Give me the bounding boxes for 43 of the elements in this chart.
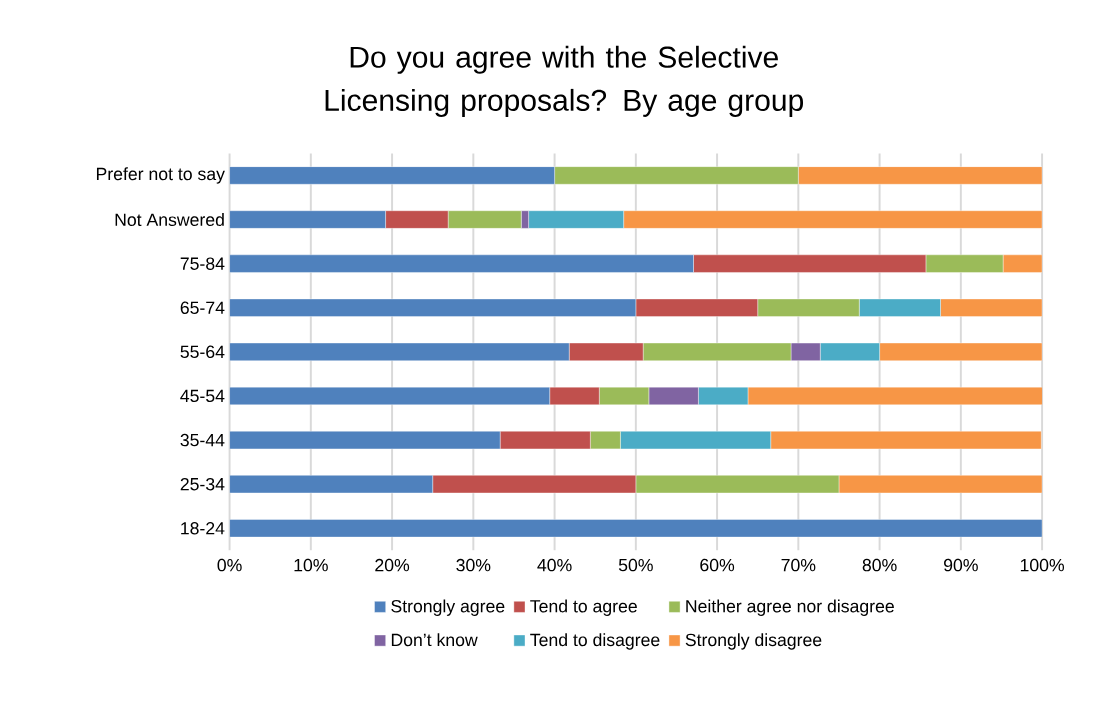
x-tick-label: 40% xyxy=(537,559,572,572)
x-tick-label: 90% xyxy=(944,559,978,572)
y-tick-label: 18-24 xyxy=(181,522,225,535)
bar xyxy=(770,431,1042,450)
x-tick-label: 20% xyxy=(375,559,410,572)
y-tick-label: 75-84 xyxy=(180,257,225,271)
y-tick-label: 45-54 xyxy=(180,389,225,403)
bar xyxy=(229,387,550,406)
bar xyxy=(879,342,1043,362)
bar xyxy=(838,475,1043,494)
x-tick-label: 80% xyxy=(862,559,897,572)
bar xyxy=(1002,254,1043,273)
legend-label: Don’t know xyxy=(391,633,478,647)
legend-label: Neither agree nor disagree xyxy=(686,599,894,617)
x-tick-label: 60% xyxy=(700,559,735,572)
legend-label: Strongly agree xyxy=(391,599,505,617)
bar xyxy=(747,387,1043,406)
legend-label: Strongly disagree xyxy=(685,633,822,650)
x-tick-label: 100% xyxy=(1020,559,1065,572)
bar xyxy=(229,519,1043,538)
bar xyxy=(229,431,501,450)
bar xyxy=(623,210,1043,229)
chart-title: Do you agree with the Selective Licensing proposals? By age group xyxy=(325,45,804,118)
y-tick-label: Not Answered xyxy=(115,213,224,227)
x-tick-label: 50% xyxy=(618,559,653,572)
bar xyxy=(229,254,694,273)
bar xyxy=(229,475,433,494)
x-tick-label: 30% xyxy=(456,559,491,572)
legend-label: Tend to disagree xyxy=(530,633,660,650)
y-tick-label: Prefer not to say xyxy=(96,167,225,184)
bar xyxy=(229,342,570,362)
x-tick-label: 10% xyxy=(294,559,328,572)
bar xyxy=(229,210,386,229)
y-tick-label: 25-34 xyxy=(180,478,225,491)
bar xyxy=(229,298,637,317)
x-tick-label: 0% xyxy=(217,559,242,572)
bar xyxy=(798,166,1043,185)
y-tick-label: 65-74 xyxy=(180,301,225,315)
y-tick-label: 35-44 xyxy=(180,433,225,447)
legend-label: Tend to agree xyxy=(530,599,637,617)
x-tick-label: 70% xyxy=(781,559,816,572)
bar xyxy=(229,166,555,185)
y-tick-label: 55-64 xyxy=(180,345,225,359)
